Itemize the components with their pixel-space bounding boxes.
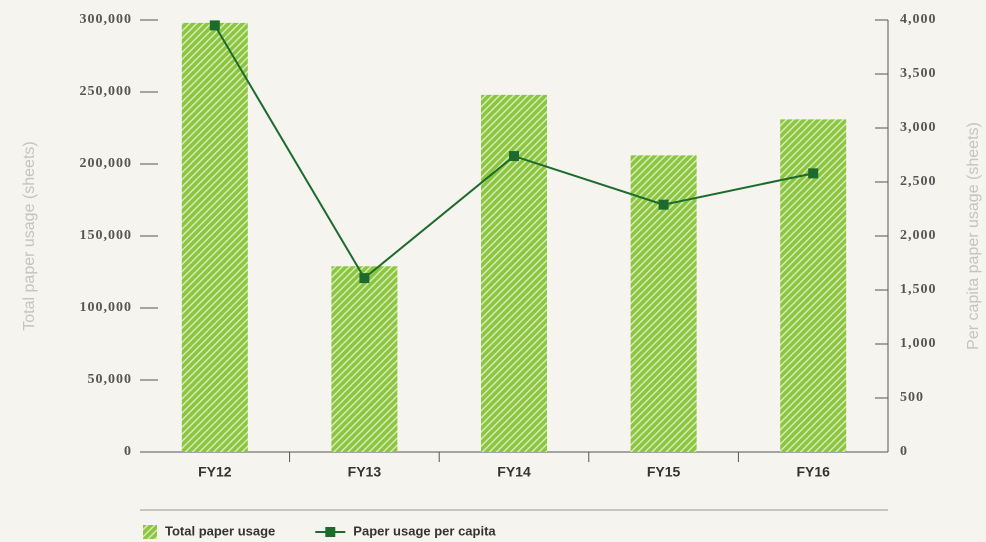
y-axis-label: Total paper usage (sheets) [21,141,38,330]
x-tick-label: FY14 [497,464,531,480]
bar [331,266,398,452]
x-tick-label: FY16 [796,464,830,480]
y2-tick-label: 500 [900,390,924,405]
y-tick-label: 0 [124,444,132,459]
y2-tick-label: 3,500 [900,66,937,81]
y2-tick-label: 0 [900,444,908,459]
marker [808,168,819,179]
y2-axis-label: Per capita paper usage (sheets) [965,122,982,350]
legend-label: Paper usage per capita [353,523,496,538]
y-tick-label: 100,000 [80,300,133,315]
y2-tick-label: 4,000 [900,12,937,27]
y2-tick-label: 1,000 [900,336,937,351]
marker [509,151,519,162]
y-tick-label: 300,000 [80,12,133,27]
legend-swatch [325,527,336,537]
marker [359,273,370,284]
y-tick-label: 150,000 [80,228,133,243]
y2-tick-label: 1,500 [900,282,937,297]
x-tick-label: FY12 [198,464,232,480]
bar [181,22,248,452]
marker [658,199,669,210]
legend-swatch [143,525,157,539]
x-tick-label: FY15 [647,464,681,480]
bar [481,94,547,452]
y-tick-label: 200,000 [80,156,133,171]
y2-tick-label: 2,500 [900,174,937,189]
y-tick-label: 50,000 [88,372,133,387]
marker [209,20,220,31]
x-tick-label: FY13 [348,464,382,480]
legend-label: Total paper usage [165,523,275,538]
y-tick-label: 250,000 [80,84,133,99]
y2-tick-label: 3,000 [900,120,937,135]
y2-tick-label: 2,000 [900,228,937,243]
